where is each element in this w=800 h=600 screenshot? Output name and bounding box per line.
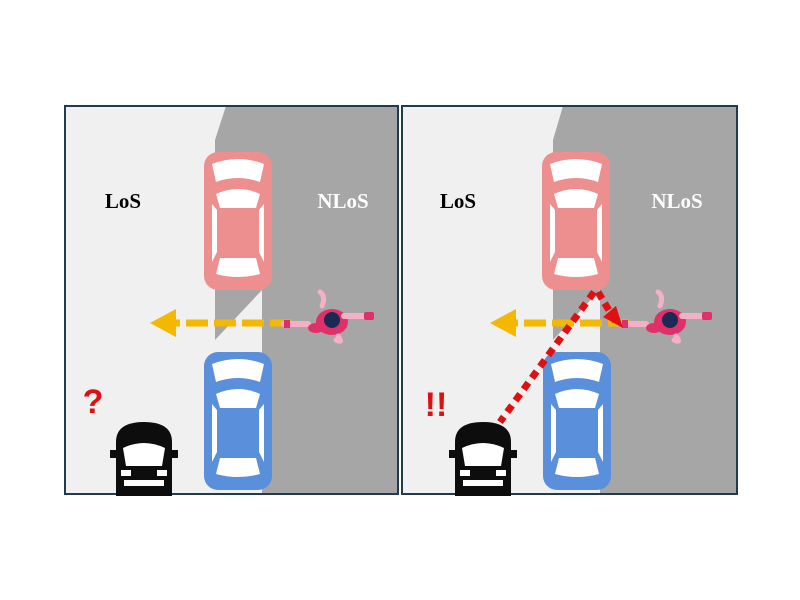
- parked-car-bottom-icon: [543, 352, 611, 490]
- los-label: LoS: [105, 189, 141, 213]
- nlos-label: NLoS: [651, 189, 702, 213]
- reflection-path: [497, 289, 623, 425]
- parked-car-top-icon: [204, 152, 272, 290]
- los-label: LoS: [440, 189, 476, 213]
- arrow-left-icon: [150, 309, 292, 337]
- ego-car-front-icon: [449, 422, 517, 496]
- panel-border: [64, 105, 399, 495]
- alert-exclamation-mark: !!: [425, 386, 448, 424]
- right-panel: LoS NLoS: [401, 105, 738, 496]
- left-panel: LoS NLoS: [64, 105, 399, 496]
- parked-car-bottom-icon: [204, 352, 272, 490]
- panel-border: [401, 105, 738, 495]
- running-pedestrian-icon: [619, 289, 712, 344]
- running-pedestrian-icon: [281, 289, 374, 344]
- parked-car-top-icon: [542, 152, 610, 290]
- ego-car-front-icon: [110, 422, 178, 496]
- arrow-left-icon: [490, 309, 630, 337]
- nlos-label: NLoS: [317, 189, 368, 213]
- alert-question-mark: ?: [83, 383, 104, 421]
